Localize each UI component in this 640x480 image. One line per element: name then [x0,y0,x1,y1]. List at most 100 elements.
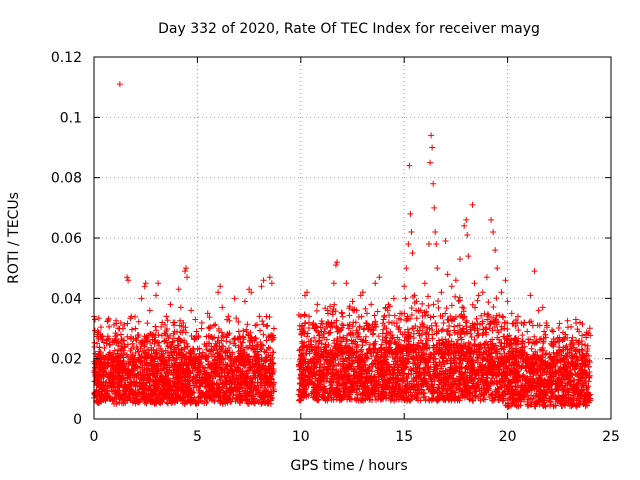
data-point [223,361,230,368]
data-point [344,374,351,381]
data-point [393,340,400,347]
data-point [452,293,459,300]
data-point [169,354,176,361]
data-point [121,321,128,328]
data-point [252,387,259,394]
data-point [224,399,231,406]
data-point [318,369,325,376]
data-point [214,350,221,357]
data-point [397,374,404,381]
data-point [259,395,266,402]
data-point [137,382,144,389]
data-point [221,369,228,376]
data-point [108,387,115,394]
data-point [209,361,216,368]
data-point [104,317,111,324]
data-point [266,313,273,320]
data-point [343,338,350,345]
data-point [216,364,223,371]
data-point [173,383,180,390]
data-point [212,321,219,328]
data-point [205,324,212,331]
data-point [264,400,271,407]
data-point [473,315,480,322]
data-point [115,342,122,349]
data-point [142,353,149,360]
data-point [265,366,272,373]
data-point [246,359,253,366]
data-point [255,398,262,405]
data-point [388,389,395,396]
data-point [245,383,252,390]
data-point [158,372,165,379]
data-point [185,385,192,392]
data-point [300,360,307,367]
data-point [357,363,364,370]
data-point [161,361,168,368]
data-point [217,398,224,405]
data-point [384,353,391,360]
data-point [200,377,207,384]
data-point [313,307,320,314]
data-point [223,388,230,395]
data-point [181,368,188,375]
data-point [178,323,185,330]
data-point [391,350,398,357]
data-point [98,361,105,368]
data-point [425,302,432,309]
data-point [171,322,178,329]
data-point [128,351,135,358]
data-point [320,354,327,361]
data-point [386,303,393,310]
data-point [324,397,331,404]
data-point [180,319,187,326]
data-point [300,343,307,350]
data-point [377,396,384,403]
data-point [370,330,377,337]
data-point [235,386,242,393]
data-point [108,382,115,389]
data-point [134,399,141,406]
data-point [143,398,150,405]
data-point [223,316,230,323]
data-point [372,318,379,325]
data-point [113,400,120,407]
data-point [434,298,441,305]
data-point [225,369,232,376]
data-point [152,374,159,381]
data-point [365,365,372,372]
data-point [387,340,394,347]
data-point [160,389,167,396]
data-point [130,367,137,374]
data-point [170,378,177,385]
data-point [151,361,158,368]
data-point [248,345,255,352]
data-point [362,305,369,312]
data-point [233,392,240,399]
data-point [234,364,241,371]
data-point [225,331,232,338]
data-point [203,353,210,360]
data-point [393,393,400,400]
data-point [146,382,153,389]
data-point [173,366,180,373]
data-point [317,367,324,374]
data-point [317,361,324,368]
data-point [226,317,233,324]
data-point [164,317,171,324]
data-point [350,382,357,389]
data-point [267,381,274,388]
data-point [317,354,324,361]
data-point [146,371,153,378]
data-point [202,390,209,397]
data-point [252,335,259,342]
data-point [335,375,342,382]
data-point [303,381,310,388]
data-point [328,360,335,367]
data-point [351,367,358,374]
data-point [169,396,176,403]
data-point [369,324,376,331]
data-point [141,366,148,373]
data-point [161,383,168,390]
data-point [237,381,244,388]
